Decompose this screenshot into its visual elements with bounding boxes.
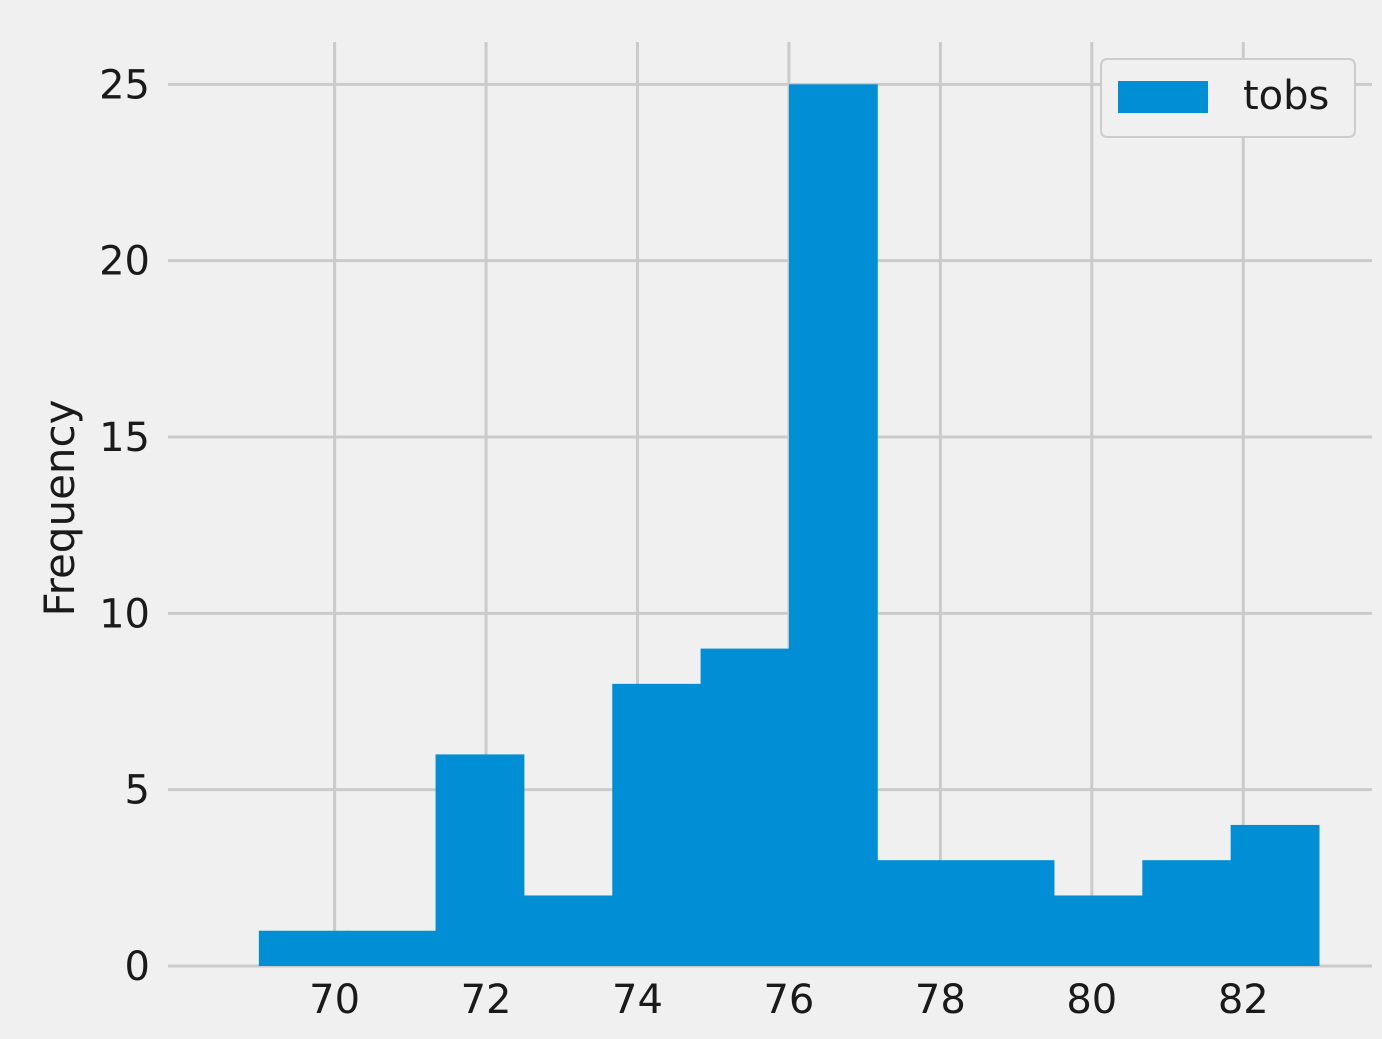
legend: tobs [1100,58,1356,138]
legend-label-tobs: tobs [1243,73,1329,119]
bar-5 [700,648,790,966]
histogram-bars [258,84,1320,966]
y-tick-0: 0 [125,944,150,990]
bar-6 [788,84,878,966]
legend-box [1100,58,1356,138]
x-tick-80: 80 [1066,977,1117,1023]
bar-4 [612,683,702,966]
y-tick-15: 15 [99,415,150,461]
bar-11 [1230,824,1320,966]
x-tick-72: 72 [461,977,512,1023]
x-tick-74: 74 [612,977,663,1023]
bar-8 [965,860,1055,966]
x-tick-78: 78 [915,977,966,1023]
x-tick-70: 70 [309,977,360,1023]
y-tick-10: 10 [99,591,150,637]
bar-2 [435,754,525,966]
bar-10 [1142,860,1232,966]
x-tick-76: 76 [763,977,814,1023]
y-tick-25: 25 [99,62,150,108]
legend-swatch [1118,81,1208,113]
y-tick-20: 20 [99,239,150,285]
x-tick-labels: 70 72 74 76 78 80 82 [309,977,1269,1023]
bar-1 [347,930,437,966]
y-tick-5: 5 [125,768,150,814]
bar-3 [523,895,613,966]
y-tick-labels: 0 5 10 15 20 25 [99,62,150,990]
bar-0 [258,930,348,966]
x-tick-82: 82 [1218,977,1269,1023]
bar-7 [877,860,967,966]
y-axis-label: Frequency [35,400,84,617]
bar-9 [1053,895,1143,966]
